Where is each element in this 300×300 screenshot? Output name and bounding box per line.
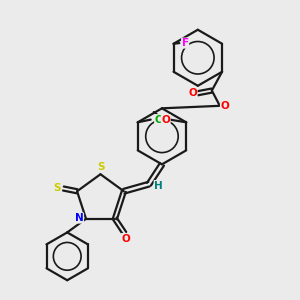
Text: O: O: [161, 115, 170, 124]
Text: O: O: [188, 88, 197, 98]
Text: S: S: [53, 183, 60, 193]
Text: N: N: [75, 213, 83, 223]
Text: Cl: Cl: [154, 115, 166, 124]
Text: H: H: [154, 181, 163, 190]
Text: F: F: [182, 38, 189, 48]
Text: O: O: [220, 100, 229, 111]
Text: S: S: [98, 162, 105, 172]
Text: O: O: [122, 234, 130, 244]
